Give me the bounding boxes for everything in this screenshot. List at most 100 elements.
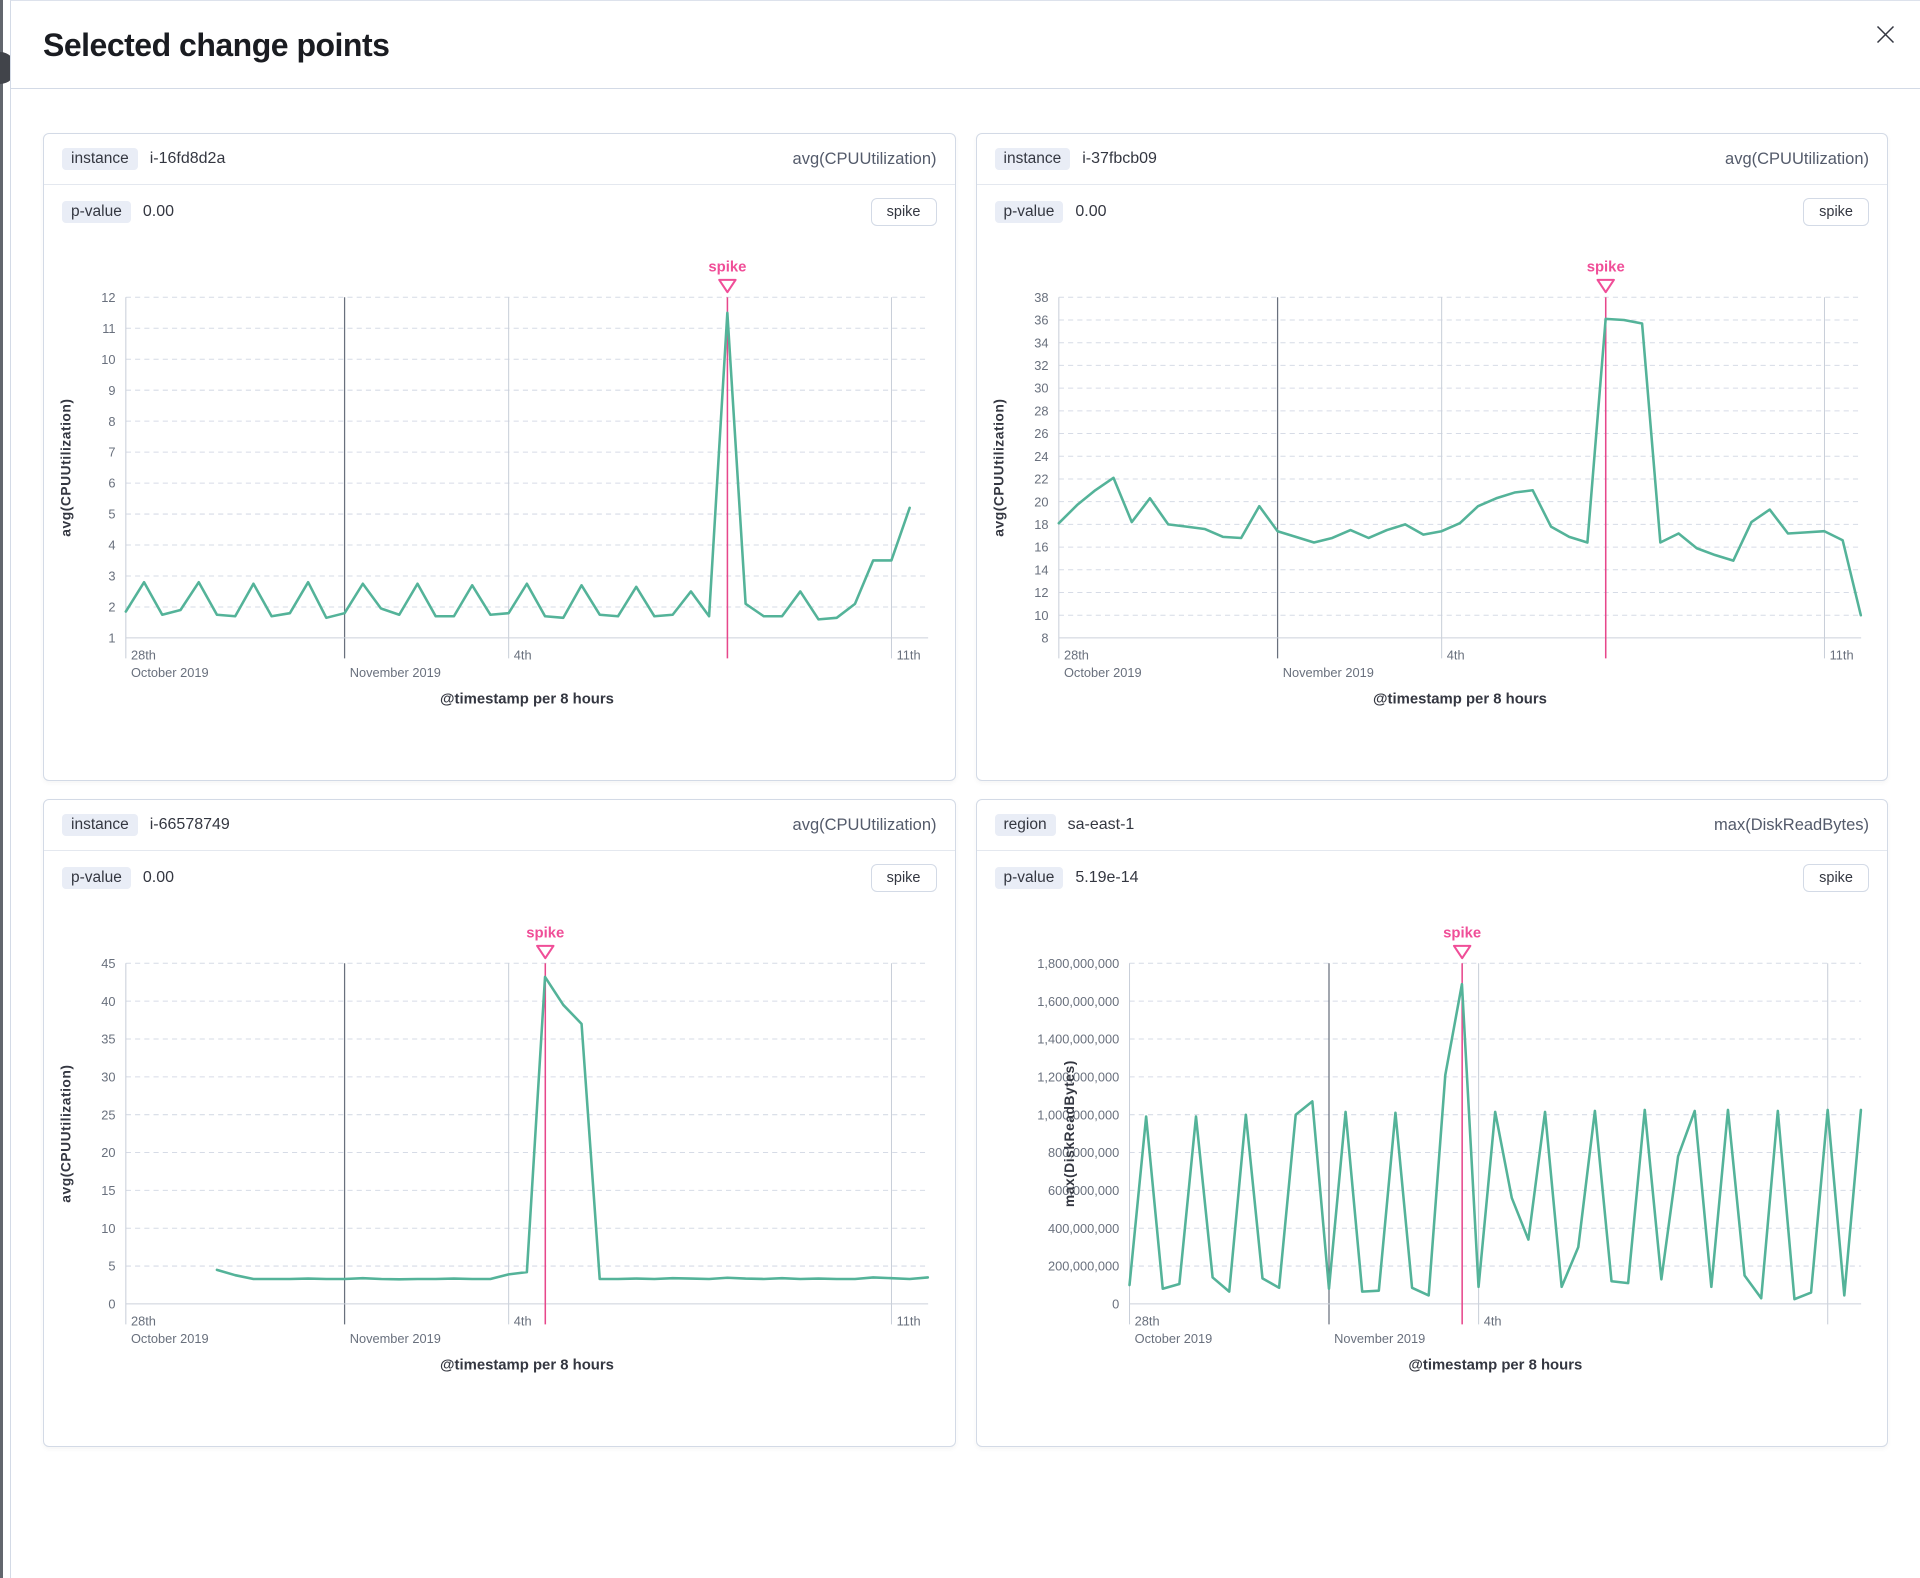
svg-text:5: 5	[108, 507, 115, 522]
svg-text:November 2019: November 2019	[350, 665, 441, 680]
group-field-badge: instance	[62, 148, 138, 170]
svg-text:avg(CPUUtilization): avg(CPUUtilization)	[57, 1065, 73, 1203]
change-point-panel: region sa-east-1 max(DiskReadBytes) p-va…	[975, 799, 1888, 1447]
chart-area: 0 200,000,000 400,000,000 600,000,000 800,00…	[977, 902, 1888, 1384]
svg-text:3: 3	[108, 569, 115, 584]
svg-text:10: 10	[101, 352, 115, 367]
p-value-badge: p-value	[62, 867, 131, 889]
svg-text:30: 30	[101, 1069, 115, 1084]
chart-area: 1 2 3 4 5 6 7 8 9 10 11 12 28th October 2019 November …	[44, 236, 955, 718]
svg-text:October 2019: October 2019	[1063, 665, 1141, 680]
svg-text:0: 0	[1112, 1297, 1119, 1312]
change-point-chart: 0 5 10 15 20 25 30 35 40 45 28th October 2019 Novemb…	[57, 926, 930, 1374]
panel-header-row: instance i-37fbcb09 avg(CPUUtilization)	[976, 134, 1887, 185]
chart-area: 0 5 10 15 20 25 30 35 40 45 28th October 2019 Novemb…	[44, 902, 955, 1384]
panel-stats-row: p-value 0.00 spike	[44, 185, 955, 236]
change-points-flyout: Selected change points instance i-16fd8d…	[10, 0, 1920, 1578]
panel-header-row: instance i-16fd8d2a avg(CPUUtilization)	[44, 134, 955, 185]
svg-text:6: 6	[108, 476, 115, 491]
svg-text:400,000,000: 400,000,000	[1047, 1221, 1118, 1236]
p-value: 0.00	[1075, 203, 1107, 220]
svg-text:28: 28	[1034, 403, 1048, 418]
svg-text:28th: 28th	[131, 1313, 156, 1328]
svg-text:@timestamp per 8 hours: @timestamp per 8 hours	[440, 692, 614, 708]
svg-text:4: 4	[108, 538, 115, 553]
svg-text:8: 8	[108, 414, 115, 429]
svg-text:11: 11	[102, 321, 115, 336]
svg-text:11th: 11th	[897, 1313, 921, 1328]
svg-text:October 2019: October 2019	[131, 1331, 209, 1346]
svg-text:avg(CPUUtilization): avg(CPUUtilization)	[57, 399, 73, 537]
metric-label: avg(CPUUtilization)	[792, 149, 937, 168]
svg-text:45: 45	[101, 956, 115, 971]
svg-text:18: 18	[1034, 517, 1048, 532]
group-field-badge: region	[994, 814, 1056, 836]
svg-text:November 2019: November 2019	[350, 1331, 441, 1346]
metric-label: avg(CPUUtilization)	[792, 815, 937, 834]
svg-text:28th: 28th	[1063, 647, 1088, 662]
p-value-badge: p-value	[994, 201, 1064, 223]
svg-text:November 2019: November 2019	[1282, 665, 1373, 680]
svg-text:0: 0	[108, 1297, 115, 1312]
svg-text:22: 22	[1034, 472, 1048, 487]
svg-text:1,000,000,000: 1,000,000,000	[1037, 1107, 1119, 1122]
panel-stats-row: p-value 0.00 spike	[977, 185, 1888, 236]
svg-text:12: 12	[101, 290, 115, 305]
change-type-button[interactable]: spike	[870, 198, 937, 226]
change-point-panel: instance i-66578749 avg(CPUUtilization) …	[43, 799, 956, 1447]
svg-text:avg(CPUUtilization): avg(CPUUtilization)	[990, 399, 1006, 537]
metric-label: max(DiskReadBytes)	[1714, 815, 1869, 834]
group-field-value: sa-east-1	[1067, 816, 1135, 833]
svg-text:28th: 28th	[1134, 1313, 1159, 1328]
svg-text:26: 26	[1034, 426, 1048, 441]
svg-text:800,000,000: 800,000,000	[1047, 1145, 1118, 1160]
background-page-edge	[0, 0, 3, 1578]
svg-text:spike: spike	[708, 260, 746, 276]
change-point-chart: 8 10 12 14 16 18 20 22 24 26 28 30 32 34 36 38 28th Octob…	[990, 260, 1862, 708]
svg-text:40: 40	[101, 994, 115, 1009]
svg-text:4th: 4th	[1446, 647, 1464, 662]
chart-area: 8 10 12 14 16 18 20 22 24 26 28 30 32 34 36 38 28th Octob…	[977, 236, 1888, 718]
svg-text:1,200,000,000: 1,200,000,000	[1037, 1069, 1119, 1084]
panel-stats-row: p-value 0.00 spike	[44, 851, 955, 902]
svg-text:20: 20	[1034, 494, 1048, 509]
svg-text:11th: 11th	[897, 647, 921, 662]
svg-text:max(DiskReadBytes): max(DiskReadBytes)	[1061, 1060, 1077, 1207]
change-type-button[interactable]: spike	[1803, 198, 1869, 226]
svg-text:October 2019: October 2019	[1134, 1331, 1212, 1346]
change-type-button[interactable]: spike	[1803, 864, 1869, 892]
change-type-button[interactable]: spike	[870, 864, 937, 892]
svg-text:20: 20	[101, 1145, 115, 1160]
page-title: Selected change points	[43, 27, 390, 63]
svg-text:spike: spike	[1586, 260, 1624, 276]
change-point-panel: instance i-16fd8d2a avg(CPUUtilization) …	[43, 133, 956, 781]
group-field-value: i-66578749	[149, 816, 230, 833]
svg-text:11th: 11th	[1829, 647, 1853, 662]
svg-text:4th: 4th	[514, 1313, 532, 1328]
svg-text:@timestamp per 8 hours: @timestamp per 8 hours	[1373, 692, 1547, 708]
group-field-value: i-16fd8d2a	[149, 150, 226, 167]
svg-text:16: 16	[1034, 540, 1048, 555]
panels-grid: instance i-16fd8d2a avg(CPUUtilization) …	[11, 89, 1920, 1447]
p-value-badge: p-value	[994, 867, 1064, 889]
svg-text:10: 10	[101, 1221, 115, 1236]
p-value: 0.00	[142, 869, 174, 886]
svg-text:35: 35	[101, 1032, 115, 1047]
change-point-panel: instance i-37fbcb09 avg(CPUUtilization) …	[975, 133, 1888, 781]
svg-text:30: 30	[1034, 381, 1048, 396]
svg-text:spike: spike	[1443, 926, 1481, 942]
p-value: 0.00	[142, 203, 174, 220]
svg-text:November 2019: November 2019	[1334, 1331, 1425, 1346]
p-value: 5.19e-14	[1075, 869, 1139, 886]
metric-label: avg(CPUUtilization)	[1725, 149, 1869, 168]
svg-text:36: 36	[1034, 313, 1048, 328]
svg-text:October 2019: October 2019	[131, 665, 209, 680]
svg-text:25: 25	[101, 1107, 115, 1122]
panel-header-row: instance i-66578749 avg(CPUUtilization)	[44, 800, 955, 851]
svg-text:12: 12	[1034, 585, 1048, 600]
close-button[interactable]	[1868, 19, 1902, 53]
svg-text:24: 24	[1034, 449, 1048, 464]
p-value-badge: p-value	[62, 201, 131, 223]
svg-text:@timestamp per 8 hours: @timestamp per 8 hours	[440, 1358, 614, 1374]
svg-text:4th: 4th	[1483, 1313, 1501, 1328]
